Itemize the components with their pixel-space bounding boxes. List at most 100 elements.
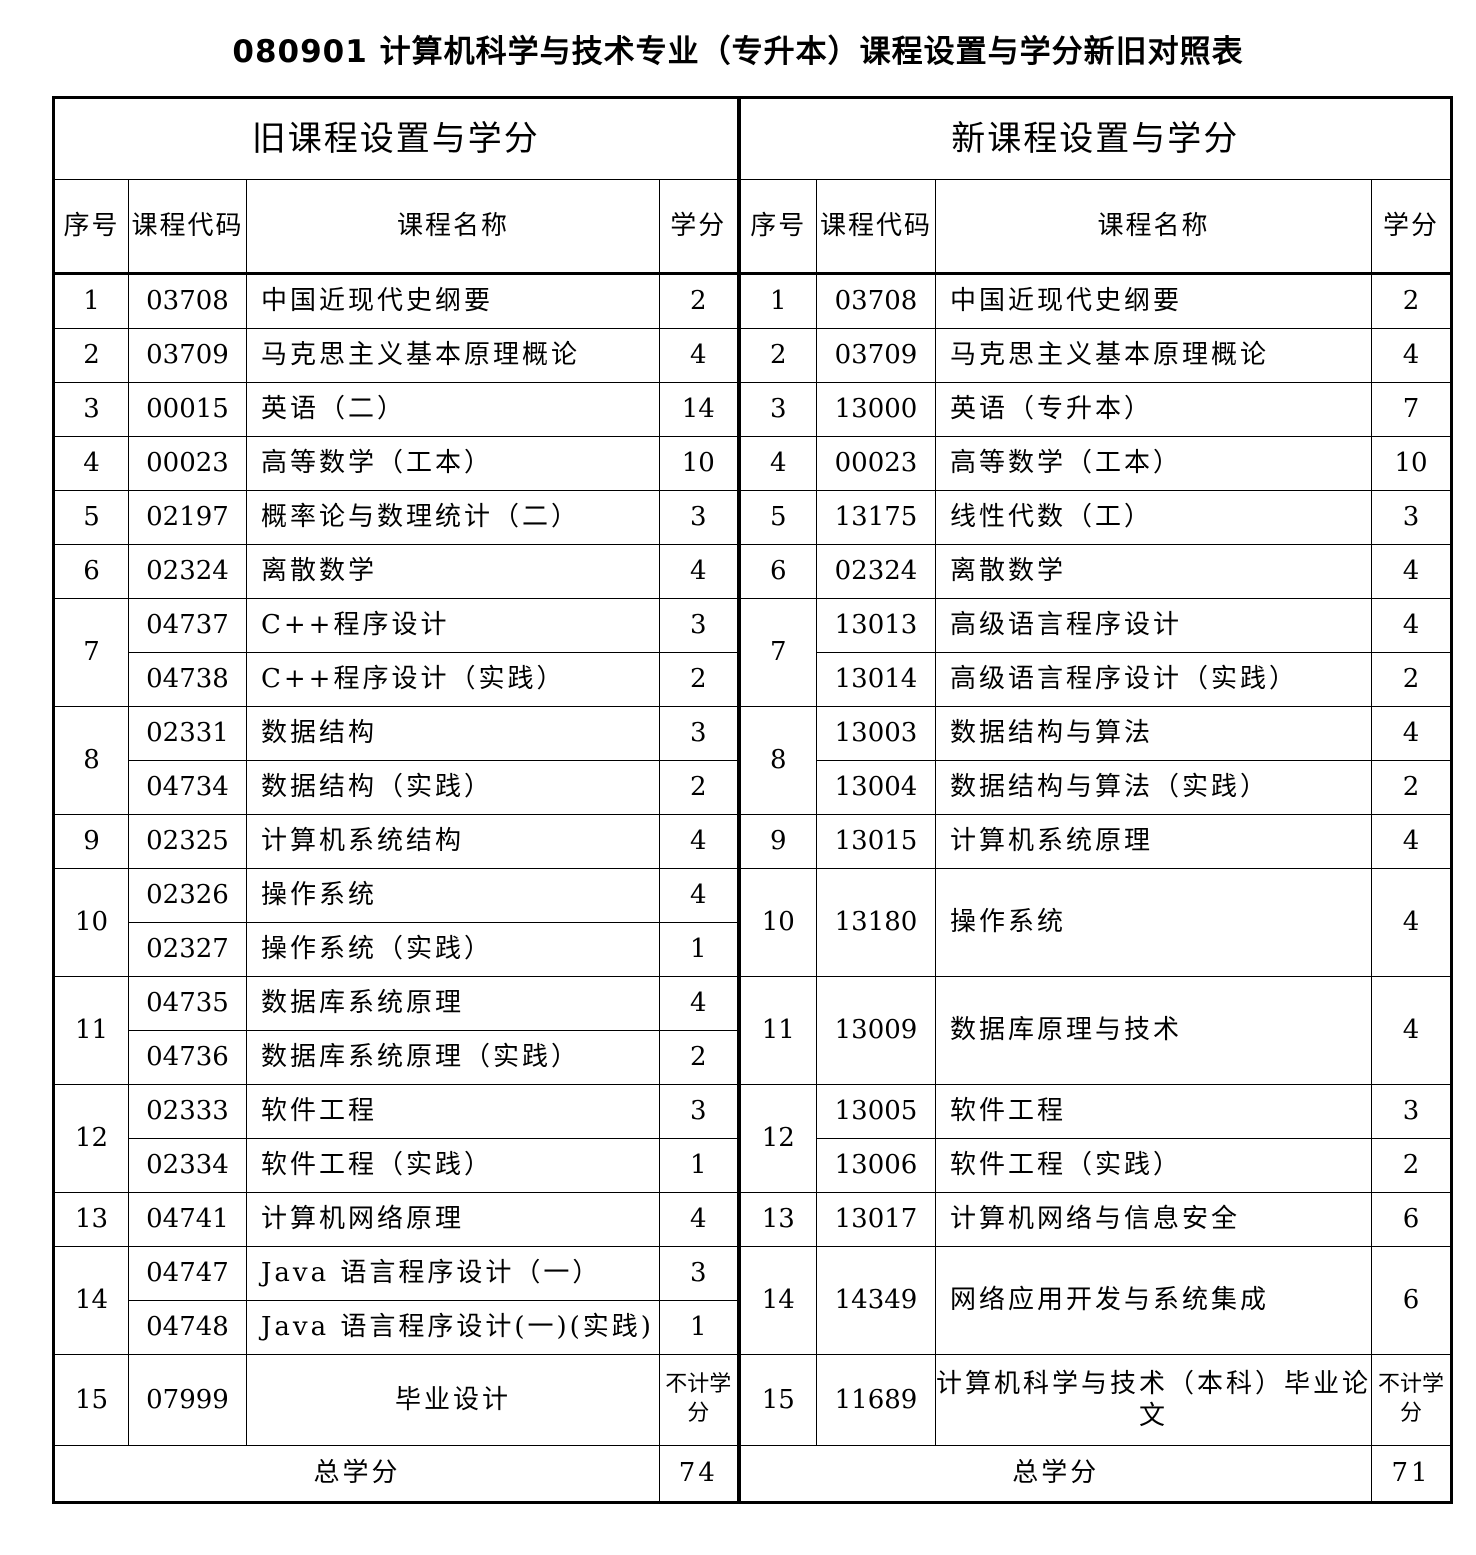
table-row: 02334 软件工程（实践） 1 13006 软件工程（实践） 2 [54, 1138, 1452, 1193]
old-course-name: Java 语言程序设计（一） [246, 1246, 660, 1301]
old-code-header: 课程代码 [128, 179, 247, 275]
old-course-code: 04748 [128, 1300, 247, 1355]
old-course-credit: 2 [659, 273, 741, 329]
old-course-code: 02327 [128, 922, 247, 977]
new-seq: 11 [738, 976, 817, 1085]
old-course-code: 04741 [128, 1192, 247, 1247]
new-seq: 9 [738, 814, 817, 869]
old-course-code: 07999 [128, 1354, 247, 1446]
old-course-credit: 3 [659, 598, 741, 653]
new-course-credit: 2 [1371, 273, 1452, 329]
new-course-credit: 4 [1371, 544, 1452, 599]
old-course-name: 概率论与数理统计（二） [246, 490, 660, 545]
old-course-name: 毕业设计 [246, 1354, 660, 1446]
new-course-code: 13175 [816, 490, 936, 545]
new-course-credit: 4 [1371, 868, 1452, 977]
new-course-code: 13006 [816, 1138, 936, 1193]
old-course-credit: 1 [659, 1300, 741, 1355]
new-course-name: 线性代数（工） [935, 490, 1372, 545]
table-row: 04738 C++程序设计（实践） 2 13014 高级语言程序设计（实践） 2 [54, 652, 1452, 707]
table-row: 6 02324 离散数学 4 6 02324 离散数学 4 [53, 544, 1452, 599]
new-seq: 14 [738, 1246, 817, 1355]
new-course-name: 离散数学 [935, 544, 1372, 599]
table-row: 2 03709 马克思主义基本原理概论 4 2 03709 马克思主义基本原理概论 4 [53, 328, 1452, 383]
old-course-credit: 4 [659, 544, 741, 599]
old-total-label: 总学分 [53, 1445, 660, 1503]
new-course-name: 数据结构与算法 [935, 706, 1372, 761]
table-row: 9 02325 计算机系统结构 4 9 13015 计算机系统原理 4 [53, 814, 1452, 869]
new-credit-header: 学分 [1371, 179, 1452, 275]
old-seq: 15 [53, 1354, 129, 1446]
old-course-credit: 2 [659, 760, 741, 815]
old-course-code: 03708 [128, 273, 247, 329]
new-course-code: 11689 [816, 1354, 936, 1446]
old-course-name: 软件工程 [246, 1084, 660, 1139]
page-title: 080901 计算机科学与技术专业（专升本）课程设置与学分新旧对照表 [232, 34, 1244, 70]
old-seq: 2 [53, 328, 129, 383]
new-course-name: 网络应用开发与系统集成 [935, 1246, 1372, 1355]
new-course-name: 计算机网络与信息安全 [935, 1192, 1372, 1247]
old-seq: 5 [53, 490, 129, 545]
table-row: 15 07999 毕业设计 不计学分 15 11689 计算机科学与技术（本科）毕业论文 不计… [53, 1354, 1452, 1446]
old-seq: 12 [53, 1084, 129, 1193]
old-course-credit: 3 [659, 1084, 741, 1139]
old-group-header: 旧课程设置与学分 [53, 97, 741, 180]
new-course-name: 高级语言程序设计 [935, 598, 1372, 653]
new-seq: 5 [738, 490, 817, 545]
old-course-name: 数据结构（实践） [246, 760, 660, 815]
old-course-code: 02325 [128, 814, 247, 869]
new-course-name: 计算机科学与技术（本科）毕业论文 [935, 1354, 1372, 1446]
old-course-name: 英语（二） [246, 382, 660, 437]
old-course-code: 04738 [128, 652, 247, 707]
new-course-credit: 6 [1371, 1246, 1452, 1355]
old-course-name: C++程序设计（实践） [246, 652, 660, 707]
new-course-code: 13017 [816, 1192, 936, 1247]
new-course-code: 13004 [816, 760, 936, 815]
table-row: 3 00015 英语（二） 14 3 13000 英语（专升本） 7 [53, 382, 1452, 437]
table-row: 14 04747 Java 语言程序设计（一） 3 14 14349 网络应用开发与系统集成… [53, 1246, 1452, 1355]
new-total-credit: 71 [1371, 1445, 1452, 1503]
old-course-name: 数据结构 [246, 706, 660, 761]
old-course-code: 02334 [128, 1138, 247, 1193]
new-course-credit: 4 [1371, 598, 1452, 653]
new-course-name: 数据库原理与技术 [935, 976, 1372, 1085]
table-row: 4 00023 高等数学（工本） 10 4 00023 高等数学（工本） 10 [53, 436, 1452, 491]
new-course-credit: 4 [1371, 706, 1452, 761]
old-course-credit: 4 [659, 976, 741, 1031]
new-course-code: 03709 [816, 328, 936, 383]
new-course-code: 03708 [816, 273, 936, 329]
old-course-code: 02197 [128, 490, 247, 545]
new-seq-header: 序号 [738, 179, 817, 275]
old-course-name: 软件工程（实践） [246, 1138, 660, 1193]
new-code-header: 课程代码 [816, 179, 936, 275]
old-seq: 11 [53, 976, 129, 1085]
old-course-credit: 3 [659, 1246, 741, 1301]
new-seq: 10 [738, 868, 817, 977]
new-course-name: 软件工程（实践） [935, 1138, 1372, 1193]
new-course-credit: 4 [1371, 814, 1452, 869]
new-seq: 6 [738, 544, 817, 599]
new-course-code: 13015 [816, 814, 936, 869]
new-course-credit: 2 [1371, 760, 1452, 815]
table-row: 13 04741 计算机网络原理 4 13 13017 计算机网络与信息安全 6 [53, 1192, 1452, 1247]
old-course-name: 中国近现代史纲要 [246, 273, 660, 329]
comparison-table: 旧课程设置与学分 新课程设置与学分 序号 课程代码 课程名称 学分 序号 课程代… [52, 96, 1453, 1504]
old-course-code: 00023 [128, 436, 247, 491]
table-row: 8 02331 数据结构 3 8 13003 数据结构与算法 4 [53, 706, 1452, 815]
old-course-code: 04734 [128, 760, 247, 815]
new-seq: 13 [738, 1192, 817, 1247]
old-course-code: 04747 [128, 1246, 247, 1301]
old-course-credit: 2 [659, 652, 741, 707]
new-course-code: 13003 [816, 706, 936, 761]
new-course-name: 数据结构与算法（实践） [935, 760, 1372, 815]
old-course-credit: 1 [659, 1138, 741, 1193]
old-course-code: 00015 [128, 382, 247, 437]
old-course-name: 数据库系统原理（实践） [246, 1030, 660, 1085]
new-course-name: 软件工程 [935, 1084, 1372, 1139]
old-seq-header: 序号 [53, 179, 129, 275]
old-course-code: 03709 [128, 328, 247, 383]
old-course-credit: 3 [659, 706, 741, 761]
table-row: 5 02197 概率论与数理统计（二） 3 5 13175 线性代数（工） 3 [53, 490, 1452, 545]
new-total-label: 总学分 [738, 1445, 1372, 1503]
table-row: 04748 Java 语言程序设计(一)(实践) 1 [54, 1300, 1452, 1355]
